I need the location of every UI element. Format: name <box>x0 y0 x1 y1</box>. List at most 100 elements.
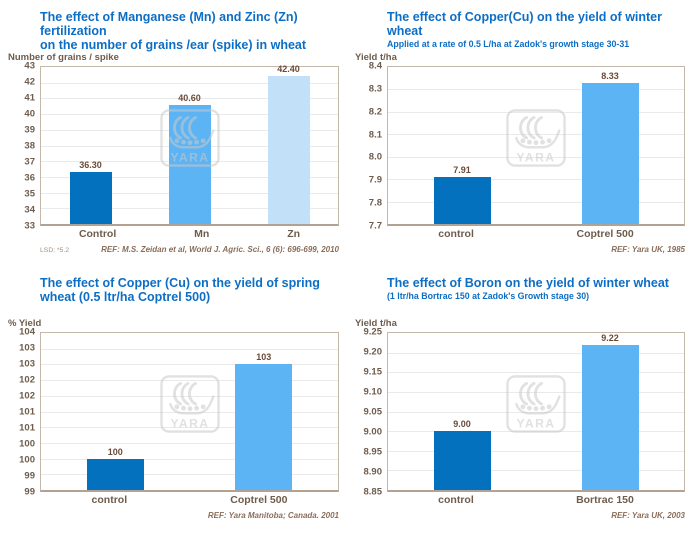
bar-value-label: 7.91 <box>453 164 471 175</box>
bar <box>86 458 144 490</box>
gridline <box>41 364 338 366</box>
y-tick-label: 39 <box>24 124 35 136</box>
y-tick-label: 8.85 <box>363 486 383 498</box>
bars: 36.30 40.60 42.40 <box>41 64 338 224</box>
y-tick-label: 9.25 <box>363 326 383 338</box>
chart-footer: REF: Yara UK, 1985 <box>387 245 685 254</box>
plot-area: 9.00 9.22 YARA <box>387 332 685 492</box>
y-tick-label: 9.15 <box>363 366 383 378</box>
bar-group: 100 <box>86 333 144 490</box>
y-tick-label: 43 <box>24 60 35 72</box>
bar <box>433 431 491 490</box>
chart-title-line: The effect of Copper(Cu) on the yield of… <box>387 10 662 38</box>
y-tick-label: 99 <box>24 470 35 482</box>
y-axis-ticks: 43 42 41 40 39 38 37 36 35 34 33 <box>8 61 40 232</box>
chart-mn-zn-grains: The effect of Manganese (Mn) and Zinc (Z… <box>0 0 347 266</box>
y-tick-label: 36 <box>24 172 35 184</box>
ref-text: REF: Yara UK, 2003 <box>611 511 685 520</box>
bar <box>69 172 112 224</box>
chart-title-line: The effect of Manganese (Mn) and Zinc (Z… <box>40 10 298 38</box>
y-tick-label: 8.0 <box>368 151 382 163</box>
chart-title: The effect of Boron on the yield of wint… <box>387 276 685 290</box>
bar <box>581 344 639 490</box>
y-tick-label: 40 <box>24 108 35 120</box>
footnote: LSD: *5.2 <box>40 247 70 254</box>
y-tick-label: 99 <box>24 486 35 498</box>
chart-footer: REF: Yara Manitoba; Canada. 2001 <box>40 511 339 520</box>
bar-value-label: 8.33 <box>601 70 619 81</box>
y-tick-label: 101 <box>19 422 35 434</box>
bar <box>433 176 491 224</box>
gridline <box>41 458 338 460</box>
y-tick-label: 34 <box>24 204 35 216</box>
y-axis-ticks: 8.4 8.3 8.2 8.1 8.0 7.9 7.8 7.7 <box>355 61 387 232</box>
y-tick-label: 8.3 <box>368 83 382 95</box>
bars: 7.91 8.33 <box>388 67 684 224</box>
gridline <box>388 201 684 203</box>
y-axis-label: Number of grains / spike <box>8 52 119 63</box>
y-tick-label: 7.8 <box>368 197 382 209</box>
x-category-label: Mn <box>194 228 210 240</box>
chart-header: The effect of Boron on the yield of wint… <box>387 276 685 318</box>
gridline <box>41 442 338 444</box>
chart-header: The effect of Manganese (Mn) and Zinc (Z… <box>40 10 339 52</box>
bar <box>235 364 293 490</box>
y-tick-label: 103 <box>19 358 35 370</box>
chart-title: The effect of Manganese (Mn) and Zinc (Z… <box>40 10 339 52</box>
x-category-label: Control <box>78 228 117 240</box>
ref-text: REF: Yara UK, 1985 <box>611 245 685 254</box>
y-tick-label: 100 <box>19 454 35 466</box>
y-tick-label: 41 <box>24 92 35 104</box>
x-category-label: Coptrel 500 <box>230 494 288 506</box>
y-tick-label: 7.7 <box>368 220 382 232</box>
chart-copper-spring-wheat: The effect of Copper (Cu) on the yield o… <box>0 266 347 533</box>
chart-header: The effect of Copper (Cu) on the yield o… <box>40 276 339 318</box>
y-axis-label: Yield t/ha <box>355 52 397 63</box>
gridline <box>388 89 684 91</box>
bar-value-label: 40.60 <box>178 92 201 103</box>
y-tick-label: 8.90 <box>363 466 383 478</box>
plot-row: 43 42 41 40 39 38 37 36 35 34 33 36.30 40.60 42.40 <box>8 61 339 232</box>
bar-value-label: 9.22 <box>601 332 619 343</box>
chart-subtitle: Applied at a rate of 0.5 L/ha at Zadok's… <box>387 39 630 49</box>
x-axis-labels: control Bortrac 150 <box>387 492 685 508</box>
plot-area: 100 103 YARA <box>40 332 339 492</box>
y-tick-label: 8.4 <box>368 60 382 72</box>
x-category-label: control <box>91 494 128 506</box>
y-tick-label: 9.00 <box>363 426 383 438</box>
ref-text: REF: M.S. Zeidan et al, World J. Agric. … <box>101 245 339 254</box>
x-axis-labels: control Coptrel 500 <box>40 492 339 508</box>
y-axis-label: % Yield <box>8 318 42 329</box>
y-tick-label: 8.1 <box>368 129 382 141</box>
bar-group: 9.22 <box>581 332 639 490</box>
chart-boron-winter-wheat: The effect of Boron on the yield of wint… <box>347 266 693 533</box>
bar-value-label: 100 <box>107 446 123 457</box>
gridline <box>41 98 338 100</box>
gridline <box>388 179 684 181</box>
y-tick-label: 102 <box>19 374 35 386</box>
y-tick-label: 8.95 <box>363 446 383 458</box>
chart-header: The effect of Copper(Cu) on the yield of… <box>387 10 685 52</box>
plot-area: 7.91 8.33 YARA <box>387 66 685 226</box>
y-tick-label: 102 <box>19 390 35 402</box>
y-tick-label: 104 <box>19 326 35 338</box>
y-tick-label: 103 <box>19 342 35 354</box>
x-category-label: control <box>438 228 474 240</box>
y-axis-label: Yield t/ha <box>355 318 397 329</box>
x-axis-labels: control Coptrel 500 <box>387 226 685 242</box>
bars: 100 103 <box>41 333 338 490</box>
chart-footer: REF: Yara UK, 2003 <box>387 511 685 520</box>
gridline <box>41 348 338 350</box>
bars: 9.00 9.22 <box>388 333 684 490</box>
gridline <box>388 352 684 354</box>
bar-group: 7.91 <box>433 67 491 224</box>
chart-title-line: on the number of grains /ear (spike) in … <box>40 38 307 52</box>
y-tick-label: 9.10 <box>363 386 383 398</box>
bar <box>581 82 639 224</box>
y-tick-label: 33 <box>24 220 35 232</box>
bar-value-label: 103 <box>256 352 272 363</box>
y-tick-label: 37 <box>24 156 35 168</box>
bar-value-label: 9.00 <box>453 419 471 430</box>
bar-value-label: 42.40 <box>277 64 300 75</box>
